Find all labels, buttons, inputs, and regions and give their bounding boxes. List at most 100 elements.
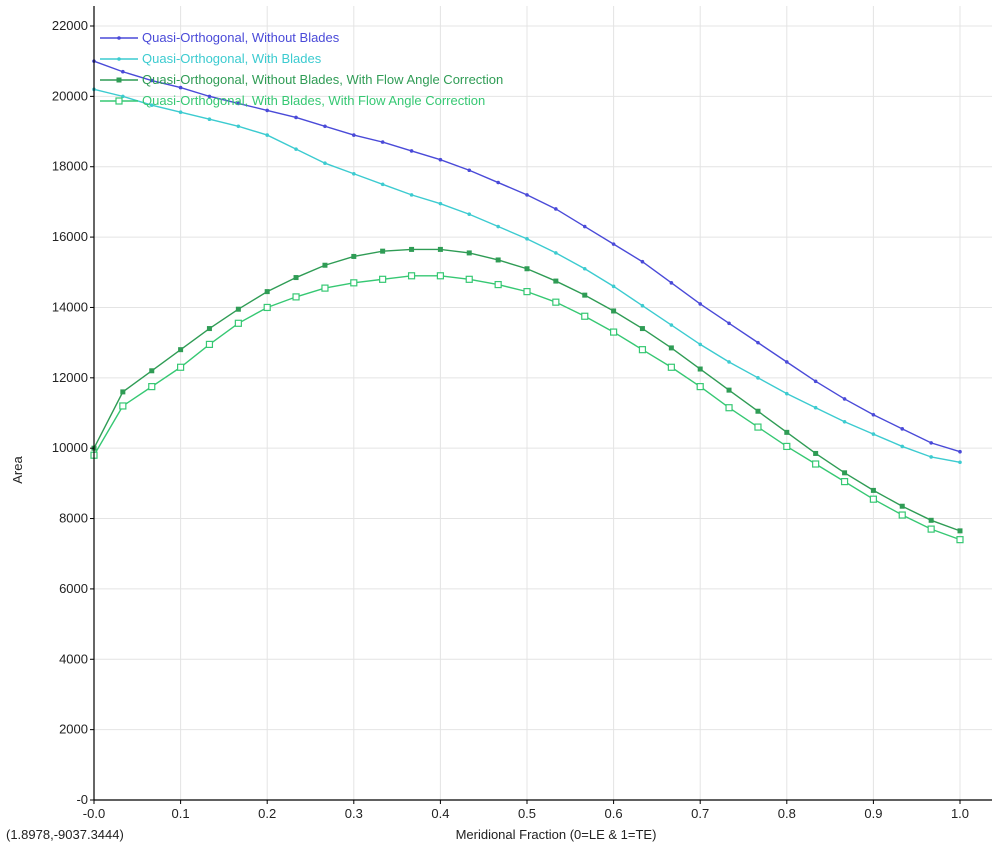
series-group [91,246,963,534]
legend-label: Quasi-Orthogonal, With Blades [142,51,322,66]
data-point [206,326,212,332]
data-point [409,246,415,252]
data-point [609,328,618,336]
data-point [554,251,558,255]
data-point [638,346,647,354]
data-point [119,402,127,410]
data-point [495,257,501,263]
coordinate-readout: (1.8978,-9037.3444) [6,827,124,842]
data-point [784,429,790,435]
data-point [380,182,385,187]
y-tick-label: 22000 [52,18,88,33]
data-point [611,308,617,314]
data-point [869,495,878,503]
data-point [900,427,905,431]
data-point [293,275,299,281]
data-point [409,149,414,153]
data-point [928,517,934,523]
y-tick-label: 16000 [52,229,88,244]
y-axis-label: Area [10,456,25,484]
data-point [785,360,789,364]
data-point [754,423,762,431]
data-point [323,124,327,129]
data-point [640,259,645,264]
data-point [554,207,558,211]
data-point [263,303,271,312]
data-point [438,201,443,206]
data-point [725,404,733,412]
data-point [178,85,183,90]
data-point [813,405,818,410]
y-tick-label: 20000 [52,88,88,103]
legend-label: Quasi-Orthogonal, Without Blades [142,30,340,45]
data-point [265,108,270,113]
data-point [467,212,472,217]
data-point [958,449,962,454]
grid [94,6,992,800]
y-tick-label: 12000 [52,370,88,385]
data-point [525,193,529,197]
y-tick-label: 2000 [59,722,88,737]
data-point [611,284,616,289]
data-point [121,94,125,99]
data-point [842,397,847,401]
x-tick-label: 0.3 [345,806,363,821]
data-point [929,441,933,445]
data-point [149,368,155,374]
data-point [958,460,962,465]
data-point [871,412,876,417]
data-point [149,78,154,83]
y-tick-label: 6000 [59,581,88,596]
data-point [669,323,674,327]
data-point [553,278,559,284]
data-point [840,478,849,486]
legend-label: Quasi-Orthogonal, With Blades, With Flow… [142,93,485,108]
data-point [148,383,156,391]
x-tick-label: 0.7 [691,806,709,821]
data-point [294,115,298,120]
data-point [350,279,358,287]
data-point [813,379,818,384]
data-point [466,250,472,256]
data-point [669,281,674,285]
data-point [207,117,212,122]
data-point [207,94,212,99]
legend-label: Quasi-Orthogonal, Without Blades, With F… [142,72,503,87]
data-point [755,408,761,414]
legend: Quasi-Orthogonal, Without Blades Quasi-Or… [100,30,503,108]
data-point [871,432,876,436]
data-point [178,347,184,353]
data-point [582,266,587,271]
data-point [581,312,589,320]
data-point [898,511,906,519]
x-tick-label: 0.9 [864,806,882,821]
data-point [380,248,386,254]
series-layer [90,59,964,544]
data-point [756,340,760,345]
x-tick-label: 0.2 [258,806,276,821]
data-point [727,321,731,326]
data-point [321,284,329,292]
data-point [465,275,473,283]
legend-marker [117,57,121,61]
data-point [523,288,531,296]
legend-item: Quasi-Orthogonal, With Blades [100,51,322,66]
data-point [496,180,500,185]
data-point [178,110,183,114]
data-point [900,444,905,449]
data-point [842,470,848,476]
data-point [956,536,964,544]
axes [90,6,992,804]
x-tick-label: 0.1 [172,806,190,821]
series-group [92,87,962,465]
y-tick-label: 4000 [59,651,88,666]
data-point [727,360,731,364]
tick-labels: -0.0 0.1 0.2 0.3 0.4 0.5 0.6 0.7 0.8 0.9 1.0 -0 2000… [52,18,969,821]
data-point [698,342,702,347]
data-point [582,224,587,229]
data-point [351,253,357,259]
x-axis-label: Meridional Fraction (0=LE & 1=TE) [456,827,657,842]
y-tick-label: 8000 [59,511,88,526]
data-point [121,69,125,74]
data-point [582,292,588,298]
